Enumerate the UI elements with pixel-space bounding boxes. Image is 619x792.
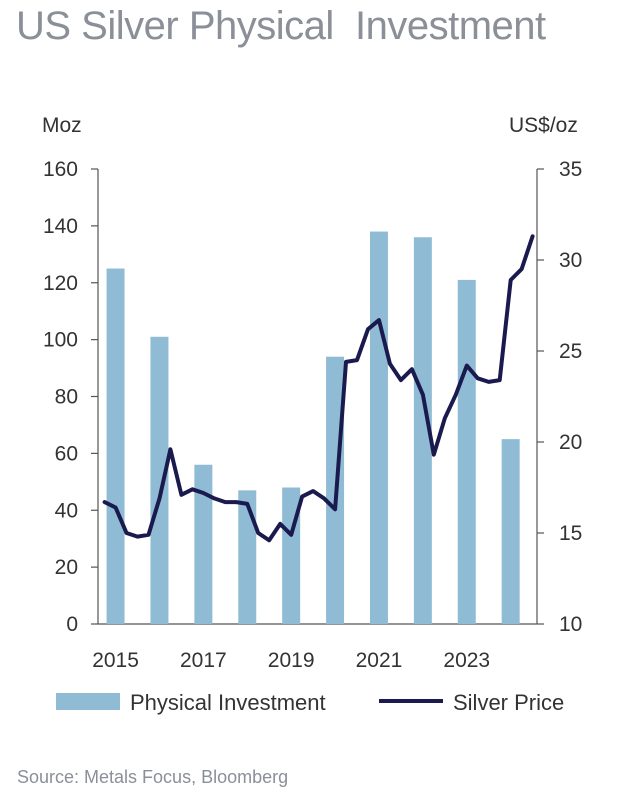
- x-axis-tick-label: 2019: [268, 649, 315, 672]
- legend-swatch-physical-investment: [56, 693, 120, 710]
- legend-label-silver-price: Silver Price: [453, 690, 564, 715]
- line-series: [102, 234, 535, 543]
- right-axis-tick-label: 25: [559, 340, 582, 363]
- x-axis-tick-label: 2017: [180, 649, 227, 672]
- bar-2016: [150, 336, 169, 624]
- right-axis-tick-label: 10: [559, 613, 582, 636]
- left-axis-tick-label: 120: [43, 272, 78, 295]
- left-axis-tick-label: 140: [43, 215, 78, 238]
- left-axis-tick-label: 100: [43, 329, 78, 352]
- silver-price-line: [102, 234, 535, 543]
- left-axis-tick-label: 80: [55, 386, 78, 409]
- x-axis-tick-label: 2015: [92, 649, 139, 672]
- left-axis-tick-label: 160: [43, 158, 78, 181]
- source-note: Source: Metals Focus, Bloomberg: [17, 767, 289, 787]
- right-axis-tick-label: 30: [559, 249, 582, 272]
- right-axis-tick-label: 15: [559, 522, 582, 545]
- left-axis-tick-label: 0: [66, 613, 78, 636]
- bar-2018: [238, 490, 257, 624]
- bar-2021: [369, 231, 388, 624]
- x-axis-tick-label: 2023: [443, 649, 490, 672]
- left-axis-label: Moz: [42, 114, 82, 137]
- left-axis-tick-label: 60: [55, 442, 78, 465]
- bar-2017: [194, 464, 213, 624]
- left-axis-tick-label: 40: [55, 499, 78, 522]
- chart-title: US Silver Physical Investment: [16, 4, 546, 48]
- bar-2024: [501, 439, 520, 624]
- tick-labels: 0 20 40 60 80 100 120 140 160 10 15 20 25 30 35 2015 201…: [43, 158, 582, 672]
- bar-2015: [106, 268, 125, 624]
- x-axis-tick-label: 2021: [356, 649, 403, 672]
- legend: Physical Investment Silver Price: [56, 690, 564, 715]
- right-axis-tick-label: 35: [559, 158, 582, 181]
- left-axis-tick-label: 20: [55, 556, 78, 579]
- bar-2022: [413, 237, 432, 624]
- right-axis-label: US$/oz: [509, 114, 578, 137]
- bar-2023: [457, 279, 476, 624]
- right-axis-tick-label: 20: [559, 431, 582, 454]
- bars-series: [106, 231, 520, 624]
- legend-label-physical-investment: Physical Investment: [130, 690, 326, 715]
